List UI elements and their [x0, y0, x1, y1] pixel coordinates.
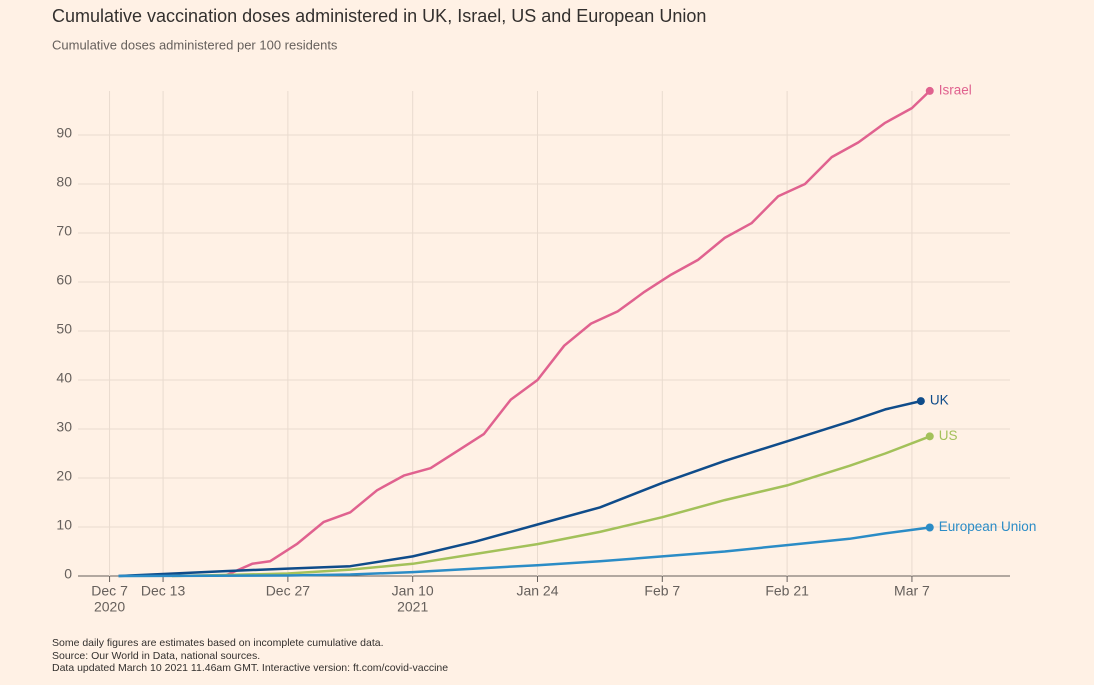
x-tick-label: Jan 10	[392, 583, 434, 599]
x-tick-label: Jan 24	[516, 583, 558, 599]
series-line	[224, 89, 931, 577]
end-point	[925, 86, 934, 95]
end-point	[916, 397, 925, 406]
series-label: European Union	[939, 519, 1037, 534]
x-tick-label: 2021	[397, 599, 428, 615]
y-tick-label: 40	[56, 370, 72, 386]
note: Some daily figures are estimates based o…	[52, 637, 384, 649]
x-tick-label: Dec 13	[141, 583, 186, 599]
y-tick-label: 50	[56, 321, 72, 337]
y-tick-label: 0	[64, 566, 72, 582]
x-tick-label: Feb 21	[765, 583, 809, 599]
chart-title: Cumulative vaccination doses administere…	[52, 6, 706, 26]
y-tick-label: 70	[56, 223, 72, 239]
series-label: Israel	[939, 82, 972, 97]
chart-subtitle: Cumulative doses administered per 100 re…	[52, 37, 338, 52]
note: Source: Our World in Data, national sour…	[52, 650, 260, 662]
series-line	[118, 399, 922, 578]
x-tick-label: Feb 7	[644, 583, 680, 599]
series-label: UK	[930, 393, 949, 408]
x-tick-label: Dec 27	[266, 583, 311, 599]
x-tick-label: 2020	[94, 599, 125, 615]
y-tick-label: 60	[56, 272, 72, 288]
y-tick-label: 90	[56, 125, 72, 141]
end-point	[925, 432, 934, 441]
y-tick-label: 30	[56, 419, 72, 435]
series-line	[118, 526, 930, 578]
x-tick-label: Dec 7	[91, 583, 128, 599]
y-tick-label: 10	[56, 517, 72, 533]
series-label: US	[939, 428, 958, 443]
end-point	[925, 523, 934, 532]
x-tick-label: Mar 7	[894, 583, 930, 599]
note: Data updated March 10 2021 11.46am GMT. …	[52, 662, 448, 674]
y-tick-label: 80	[56, 174, 72, 190]
series-line	[171, 435, 931, 578]
y-tick-label: 20	[56, 468, 72, 484]
